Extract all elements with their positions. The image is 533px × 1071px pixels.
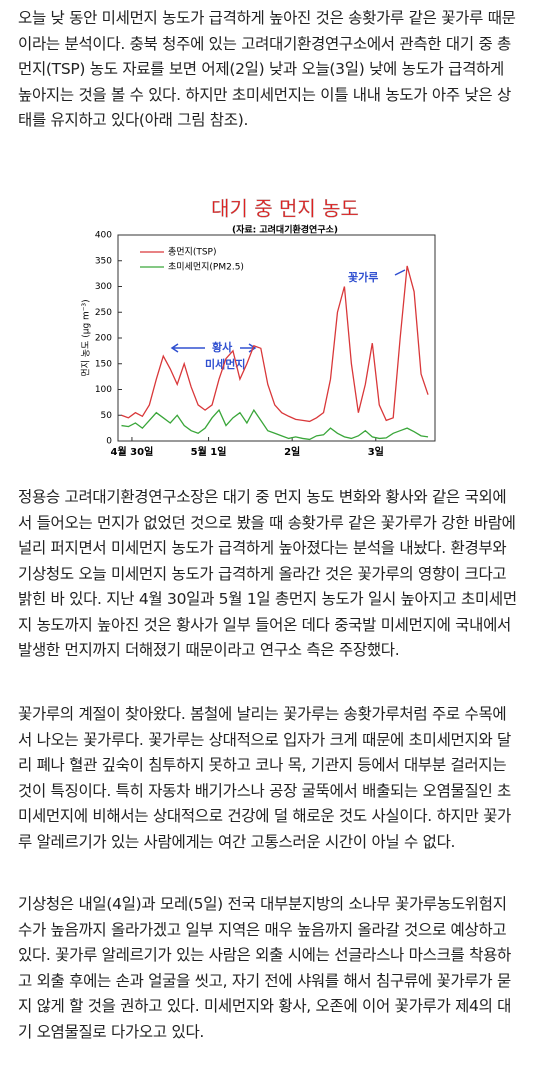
chart-subtitle: (자료: 고려대기환경연구소) <box>232 224 338 236</box>
x-tick-label: 5월 1일 <box>191 445 227 458</box>
x-tick-label: 4월 30일 <box>111 445 154 458</box>
annotation-arrow <box>170 269 406 353</box>
y-tick-label: 200 <box>95 334 112 344</box>
legend-label: 초미세먼지(PM2.5) <box>168 262 244 273</box>
legend-label: 총먼지(TSP) <box>168 247 217 258</box>
x-tick-label: 3일 <box>368 445 384 458</box>
y-tick-label: 50 <box>101 411 113 421</box>
paragraph: 오늘 낮 동안 미세먼지 농도가 급격하게 높아진 것은 송홧가루 같은 꽃가루… <box>18 9 516 129</box>
y-tick-label: 0 <box>106 437 112 447</box>
y-axis-label: 먼지 농도 (μg m⁻³) <box>81 299 92 376</box>
y-tick-label: 150 <box>95 359 112 369</box>
annotation: 황사 <box>212 340 233 354</box>
y-tick-label: 250 <box>95 308 112 318</box>
x-tick-label: 2일 <box>284 445 300 458</box>
paragraph: 정용승 고려대기환경연구소장은 대기 중 먼지 농도 변화와 황사와 같은 국외… <box>18 488 517 659</box>
paragraph: 꽃가루의 계절이 찾아왔다. 봄철에 날리는 꽃가루는 송홧가루처럼 주로 수목… <box>18 705 511 851</box>
chart-title: 대기 중 먼지 농도 <box>211 197 359 221</box>
line <box>121 265 429 423</box>
y-tick-label: 400 <box>95 231 112 241</box>
y-tick-label: 300 <box>95 282 112 292</box>
plot-frame <box>117 234 436 442</box>
annotation: 꽃가루 <box>348 270 378 284</box>
chart: 대기 중 먼지 농도 (자료: 고려대기환경연구소) 먼지 농도 (μg m⁻³… <box>81 196 436 458</box>
y-tick-label: 350 <box>95 256 112 266</box>
line <box>121 408 429 441</box>
y-tick-label: 100 <box>95 385 112 395</box>
paragraph: 기상청은 내일(4일)과 모레(5일) 전국 대부분지방의 소나무 꽃가루농도위… <box>18 895 512 1041</box>
